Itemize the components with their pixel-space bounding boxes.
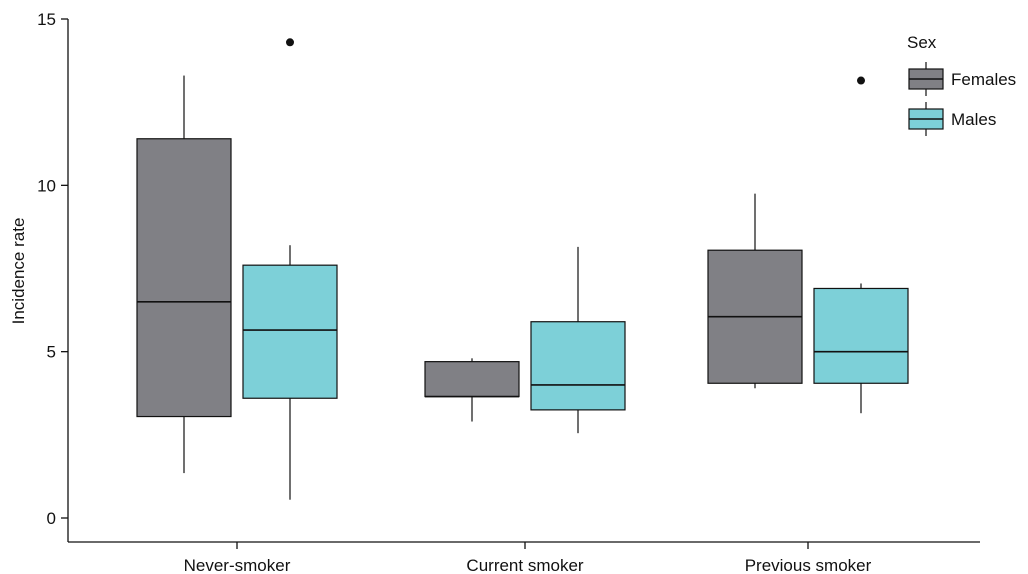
x-tick-label: Current smoker (466, 556, 583, 574)
iqr-box (136, 138, 232, 418)
iqr-box (242, 264, 338, 399)
legend-item-females: Females (908, 62, 1016, 96)
box-marks (136, 38, 909, 500)
y-tick-label: 10 (37, 176, 56, 195)
y-axis-title: Incidence rate (9, 218, 28, 325)
iqr-box (530, 321, 626, 411)
iqr-box (424, 361, 520, 398)
box-males-1 (530, 246, 626, 434)
legend-label: Females (951, 70, 1016, 89)
axes: 0 5 10 15 Never-smoker Current smoker Previous… (37, 10, 980, 574)
iqr-box (813, 287, 909, 384)
box-males-0 (242, 38, 338, 500)
legend-label: Males (951, 110, 996, 129)
legend-title: Sex (907, 33, 937, 52)
box-females-0 (136, 75, 232, 474)
box-females-1 (424, 358, 520, 422)
legend-item-males: Males (908, 102, 996, 136)
outlier-point (857, 76, 865, 85)
box-females-2 (707, 193, 803, 389)
x-tick-label: Previous smoker (745, 556, 872, 574)
y-tick-label: 5 (47, 343, 56, 362)
box-males-2 (813, 76, 909, 414)
x-tick-label: Never-smoker (184, 556, 291, 574)
outlier-point (286, 38, 294, 47)
legend: Sex Females Males (907, 33, 1016, 136)
y-tick-label: 15 (37, 10, 56, 29)
y-tick-label: 0 (47, 509, 56, 528)
